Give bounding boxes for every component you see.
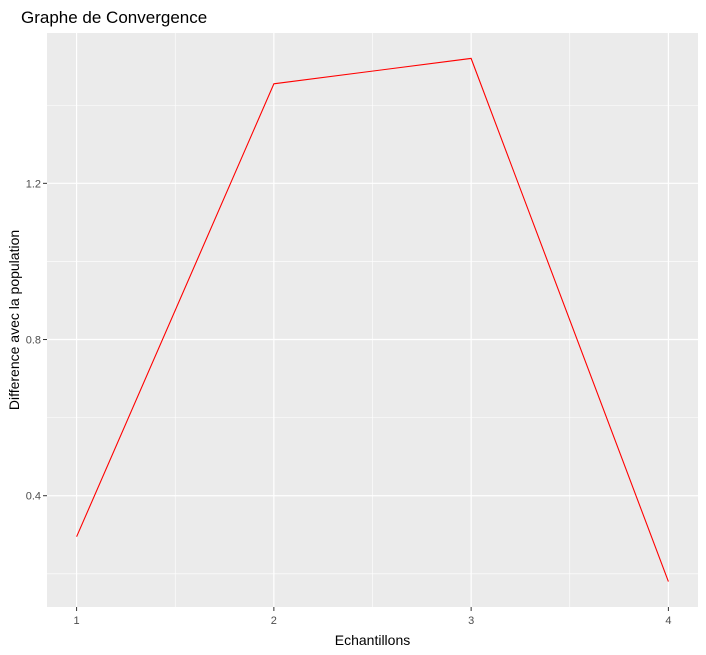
x-tick-label: 2 xyxy=(271,615,277,627)
y-axis-title: Difference avec la population xyxy=(6,230,22,410)
chart-title: Graphe de Convergence xyxy=(21,8,207,27)
y-tick-label: 1.2 xyxy=(26,178,41,190)
y-tick-label: 0.4 xyxy=(26,491,41,503)
x-tick-label: 4 xyxy=(665,615,671,627)
x-tick-label: 3 xyxy=(468,615,474,627)
x-tick-label: 1 xyxy=(74,615,80,627)
series-layer xyxy=(76,57,669,582)
major-gridlines xyxy=(47,33,698,607)
y-tick-label: 0.8 xyxy=(26,335,41,347)
x-axis: 1 2 3 4 xyxy=(74,607,671,627)
series-line xyxy=(76,57,669,582)
x-axis-title: Echantillons xyxy=(335,632,411,648)
y-axis: 0.4 0.8 1.2 xyxy=(26,178,47,503)
minor-gridlines xyxy=(47,33,698,607)
